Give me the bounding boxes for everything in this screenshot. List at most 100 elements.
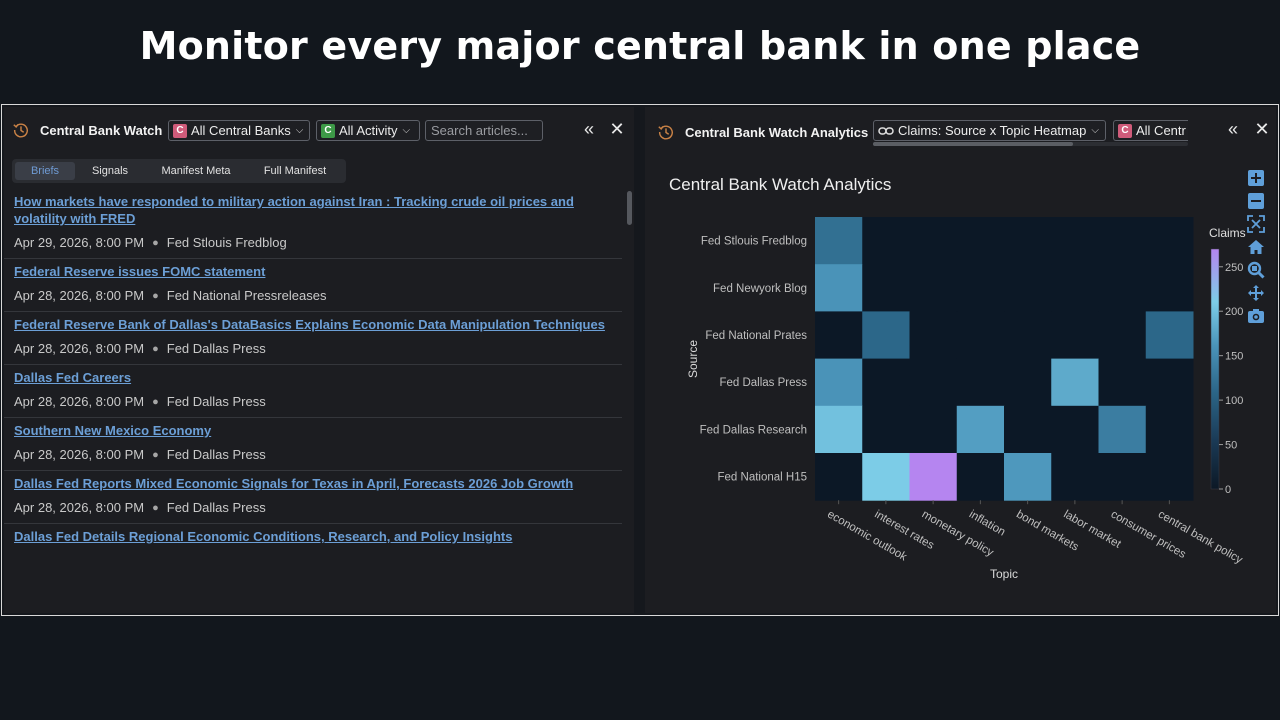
- history-icon: [13, 123, 28, 138]
- analytics-bank-select-value: All Centr: [1136, 123, 1186, 138]
- heatmap-cell[interactable]: [862, 217, 910, 265]
- colorbar-tick-label: 50: [1225, 440, 1237, 452]
- close-button[interactable]: ✕: [1254, 119, 1270, 139]
- heatmap-cell[interactable]: [862, 453, 910, 501]
- header-scrollbar-thumb[interactable]: [873, 142, 1073, 146]
- article-link[interactable]: Southern New Mexico Economy: [14, 423, 212, 438]
- article-source: Fed Dallas Press: [166, 341, 266, 356]
- article-meta: Apr 28, 2026, 8:00 PM ● Fed Dallas Press: [14, 500, 612, 515]
- heatmap-cell[interactable]: [1145, 453, 1194, 501]
- heatmap-cell[interactable]: [1004, 453, 1052, 501]
- briefs-panel-header: Central Bank Watch C All Central Banks ⌵…: [4, 107, 634, 153]
- tab-manifest-meta[interactable]: Manifest Meta: [161, 165, 231, 177]
- heatmap-cell[interactable]: [1051, 405, 1099, 454]
- zoom-box-icon[interactable]: [1245, 259, 1267, 281]
- heatmap-cell[interactable]: [815, 264, 863, 312]
- zoom-in-icon[interactable]: [1245, 167, 1267, 189]
- article-link[interactable]: Federal Reserve Bank of Dallas's DataBas…: [14, 317, 605, 332]
- heatmap-cell[interactable]: [815, 217, 863, 265]
- heatmap-cell[interactable]: [862, 405, 910, 454]
- heatmap-cell[interactable]: [1098, 453, 1147, 501]
- heatmap-cell[interactable]: [909, 453, 958, 501]
- search-input[interactable]: [425, 120, 543, 141]
- article-link[interactable]: Federal Reserve issues FOMC statement: [14, 264, 266, 279]
- view-tabs: Briefs Signals Manifest Meta Full Manife…: [12, 159, 346, 183]
- heatmap-cell[interactable]: [1004, 264, 1052, 312]
- heatmap-cell[interactable]: [1098, 264, 1147, 312]
- article-link[interactable]: Dallas Fed Details Regional Economic Con…: [14, 529, 513, 544]
- article-meta: Apr 28, 2026, 8:00 PM ● Fed Dallas Press: [14, 394, 612, 409]
- heatmap-cell[interactable]: [909, 311, 958, 360]
- heatmap-cell[interactable]: [1051, 311, 1099, 360]
- heatmap-cell[interactable]: [956, 453, 1005, 501]
- central-bank-select[interactable]: C All Central Banks ⌵: [168, 120, 310, 141]
- heatmap-cell[interactable]: [815, 405, 863, 454]
- tab-signals[interactable]: Signals: [91, 165, 129, 177]
- panel-title: Central Bank Watch: [40, 123, 163, 138]
- tab-full-manifest[interactable]: Full Manifest: [263, 165, 327, 177]
- heatmap-cell[interactable]: [862, 358, 910, 407]
- heatmap-cell[interactable]: [1004, 311, 1052, 360]
- list-item: Dallas Fed Details Regional Economic Con…: [4, 524, 622, 553]
- heatmap-cell[interactable]: [956, 405, 1005, 454]
- analytics-panel-header: Central Bank Watch Analytics Claims: Sou…: [645, 107, 1276, 153]
- zoom-out-icon[interactable]: [1245, 190, 1267, 212]
- heatmap-chart[interactable]: Fed Stlouis Fredblog Fed Newyork Blog Fed …: [645, 107, 1276, 613]
- analytics-panel: Central Bank Watch Analytics Claims: Sou…: [645, 107, 1276, 613]
- list-item: Dallas Fed Reports Mixed Economic Signal…: [4, 471, 622, 524]
- heatmap-cell[interactable]: [1098, 311, 1147, 360]
- heatmap-cell[interactable]: [1098, 358, 1147, 407]
- pan-icon[interactable]: [1245, 282, 1267, 304]
- heatmap-cell[interactable]: [956, 264, 1005, 312]
- list-scrollbar[interactable]: [627, 191, 632, 225]
- heatmap-cell[interactable]: [1145, 405, 1194, 454]
- autoscale-icon[interactable]: [1245, 213, 1267, 235]
- view-select[interactable]: Claims: Source x Topic Heatmap ⌵: [873, 120, 1106, 141]
- heatmap-cell[interactable]: [1051, 358, 1099, 407]
- heatmap-cell[interactable]: [1098, 217, 1147, 265]
- heatmap-cell[interactable]: [1145, 311, 1194, 360]
- heatmap-cell[interactable]: [815, 358, 863, 407]
- article-link[interactable]: How markets have responded to military a…: [14, 194, 574, 226]
- chevron-down-icon: ⌵: [1091, 125, 1099, 136]
- heatmap-cell[interactable]: [1051, 264, 1099, 312]
- colorbar-tick-label: 200: [1225, 306, 1243, 318]
- heatmap-cell[interactable]: [909, 264, 958, 312]
- home-icon[interactable]: [1245, 236, 1267, 258]
- heatmap-cell[interactable]: [909, 217, 958, 265]
- heatmap-cell[interactable]: [862, 311, 910, 360]
- heatmap-cell[interactable]: [909, 405, 958, 454]
- activity-select[interactable]: C All Activity ⌵: [316, 120, 420, 141]
- collapse-button[interactable]: «: [583, 119, 594, 139]
- heatmap-cell[interactable]: [1004, 358, 1052, 407]
- heatmap-cell[interactable]: [1098, 405, 1147, 454]
- camera-icon[interactable]: [1245, 305, 1267, 327]
- heatmap-cell[interactable]: [1051, 453, 1099, 501]
- heatmap-cell[interactable]: [815, 311, 863, 360]
- heatmap-cell[interactable]: [1004, 217, 1052, 265]
- heatmap-cell[interactable]: [956, 311, 1005, 360]
- tab-briefs[interactable]: Briefs: [15, 162, 75, 180]
- heatmap-cell[interactable]: [862, 264, 910, 312]
- bank-badge: C: [173, 123, 187, 138]
- heatmap-cell[interactable]: [815, 453, 863, 501]
- heatmap-cell[interactable]: [1004, 405, 1052, 454]
- heatmap-cell[interactable]: [1145, 264, 1194, 312]
- chart-title: Central Bank Watch Analytics: [669, 175, 892, 194]
- heatmap-cell[interactable]: [956, 358, 1005, 407]
- x-tick-label: economic outlook: [825, 508, 909, 563]
- heatmap-cell[interactable]: [1145, 358, 1194, 407]
- heatmap-cell[interactable]: [1145, 217, 1194, 265]
- heatmap-cell[interactable]: [956, 217, 1005, 265]
- separator-dot: ●: [152, 501, 159, 514]
- list-item: Federal Reserve Bank of Dallas's DataBas…: [4, 312, 622, 365]
- heatmap-cell[interactable]: [1051, 217, 1099, 265]
- article-link[interactable]: Dallas Fed Careers: [14, 370, 132, 385]
- article-link[interactable]: Dallas Fed Reports Mixed Economic Signal…: [14, 476, 574, 491]
- heatmap-cell[interactable]: [909, 358, 958, 407]
- collapse-button[interactable]: «: [1227, 119, 1238, 139]
- header-scrollbar[interactable]: [873, 142, 1188, 146]
- analytics-bank-select[interactable]: C All Centr: [1113, 120, 1188, 141]
- close-button[interactable]: ✕: [609, 119, 625, 139]
- article-meta: Apr 28, 2026, 8:00 PM ● Fed National Press…: [14, 288, 612, 303]
